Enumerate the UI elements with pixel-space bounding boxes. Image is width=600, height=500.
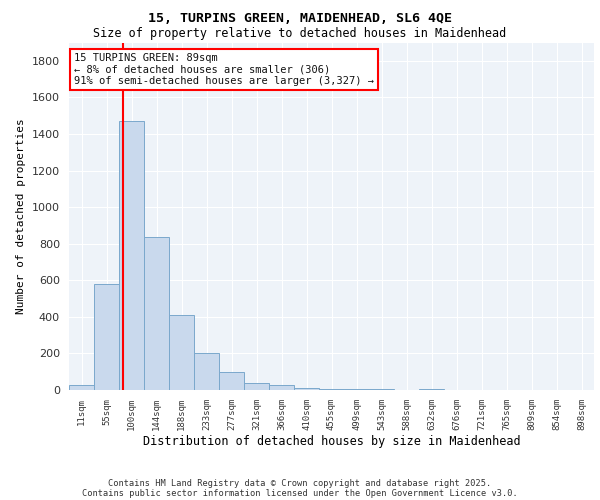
Bar bbox=[269, 384, 294, 390]
Bar bbox=[369, 389, 394, 390]
Bar bbox=[294, 388, 319, 390]
Bar bbox=[244, 382, 269, 390]
Bar bbox=[119, 121, 144, 390]
X-axis label: Distribution of detached houses by size in Maidenhead: Distribution of detached houses by size … bbox=[143, 436, 520, 448]
Bar bbox=[169, 315, 194, 390]
Text: Contains HM Land Registry data © Crown copyright and database right 2025.: Contains HM Land Registry data © Crown c… bbox=[109, 478, 491, 488]
Text: 15, TURPINS GREEN, MAIDENHEAD, SL6 4QE: 15, TURPINS GREEN, MAIDENHEAD, SL6 4QE bbox=[148, 12, 452, 26]
Bar bbox=[319, 389, 344, 390]
Bar bbox=[344, 389, 369, 390]
Bar bbox=[419, 389, 444, 390]
Text: Size of property relative to detached houses in Maidenhead: Size of property relative to detached ho… bbox=[94, 28, 506, 40]
Bar bbox=[194, 354, 219, 390]
Bar bbox=[144, 238, 169, 390]
Bar bbox=[94, 284, 119, 390]
Bar bbox=[69, 384, 94, 390]
Text: 15 TURPINS GREEN: 89sqm
← 8% of detached houses are smaller (306)
91% of semi-de: 15 TURPINS GREEN: 89sqm ← 8% of detached… bbox=[74, 53, 374, 86]
Text: Contains public sector information licensed under the Open Government Licence v3: Contains public sector information licen… bbox=[82, 488, 518, 498]
Bar bbox=[219, 372, 244, 390]
Y-axis label: Number of detached properties: Number of detached properties bbox=[16, 118, 26, 314]
